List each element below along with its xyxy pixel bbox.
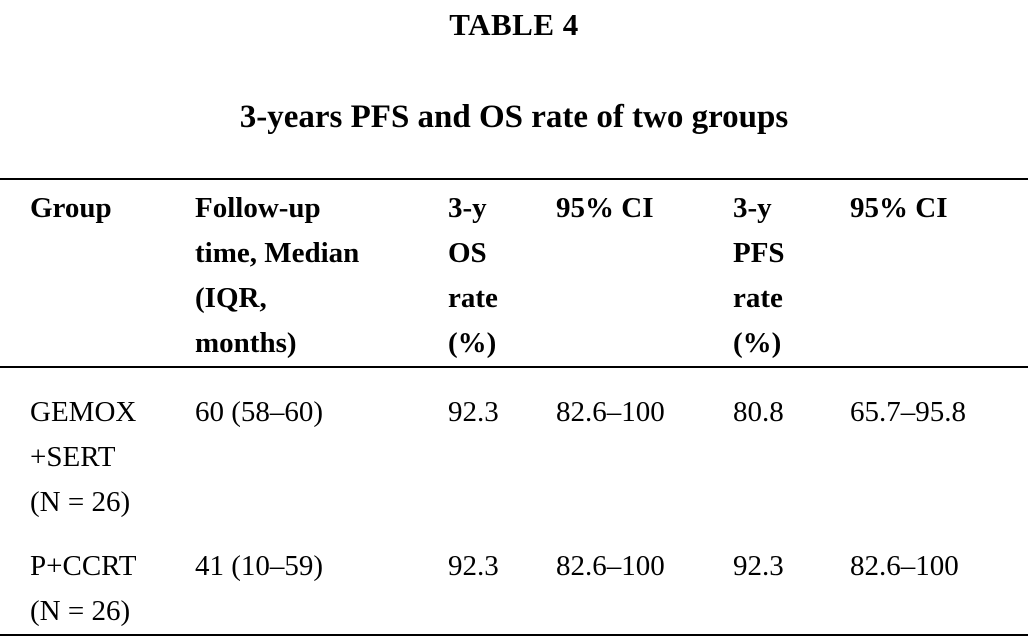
- cell-os-rate: 92.3: [448, 396, 499, 428]
- table-body: GEMOX +SERT (N = 26) 60 (58–60) 92.3 82.…: [0, 367, 1028, 635]
- table-row-gemox-sert: GEMOX +SERT (N = 26) 60 (58–60) 92.3 82.…: [0, 367, 1028, 533]
- cell-pfs-ci: 82.6–100: [850, 550, 959, 582]
- cell-followup: 60 (58–60): [195, 396, 324, 428]
- cell-pfs-ci: 65.7–95.8: [850, 396, 966, 428]
- cell-os-ci: 82.6–100: [556, 396, 665, 428]
- cell-pfs-rate: 80.8: [733, 396, 784, 428]
- table-row-p-ccrt: P+CCRT (N = 26) 41 (10–59) 92.3 82.6–100…: [0, 533, 1028, 635]
- header-cell-pfs-ci: 95% CI: [850, 179, 1028, 368]
- header-cell-pfs-rate: 3-y PFS rate (%): [733, 179, 850, 368]
- cell-pfs-rate: 92.3: [733, 550, 784, 582]
- header-cell-group: Group: [0, 179, 195, 368]
- table-title: 3-years PFS and OS rate of two groups: [239, 99, 789, 135]
- header-cell-os-ci: 95% CI: [556, 179, 733, 368]
- header-cell-os-rate: 3-y OS rate (%): [448, 179, 556, 368]
- cell-followup: 41 (10–59): [195, 550, 324, 582]
- cell-group: GEMOX +SERT (N = 26): [30, 396, 137, 518]
- table-header: Group Follow-up time, Median (IQR, month…: [0, 179, 1028, 368]
- cell-os-rate: 92.3: [448, 550, 499, 582]
- header-row: Group Follow-up time, Median (IQR, month…: [0, 179, 1028, 368]
- cell-os-ci: 82.6–100: [556, 550, 665, 582]
- header-cell-followup: Follow-up time, Median (IQR, months): [195, 179, 448, 368]
- results-table: Group Follow-up time, Median (IQR, month…: [0, 178, 1028, 636]
- cell-group: P+CCRT (N = 26): [30, 550, 137, 627]
- table-label: TABLE 4: [449, 7, 579, 42]
